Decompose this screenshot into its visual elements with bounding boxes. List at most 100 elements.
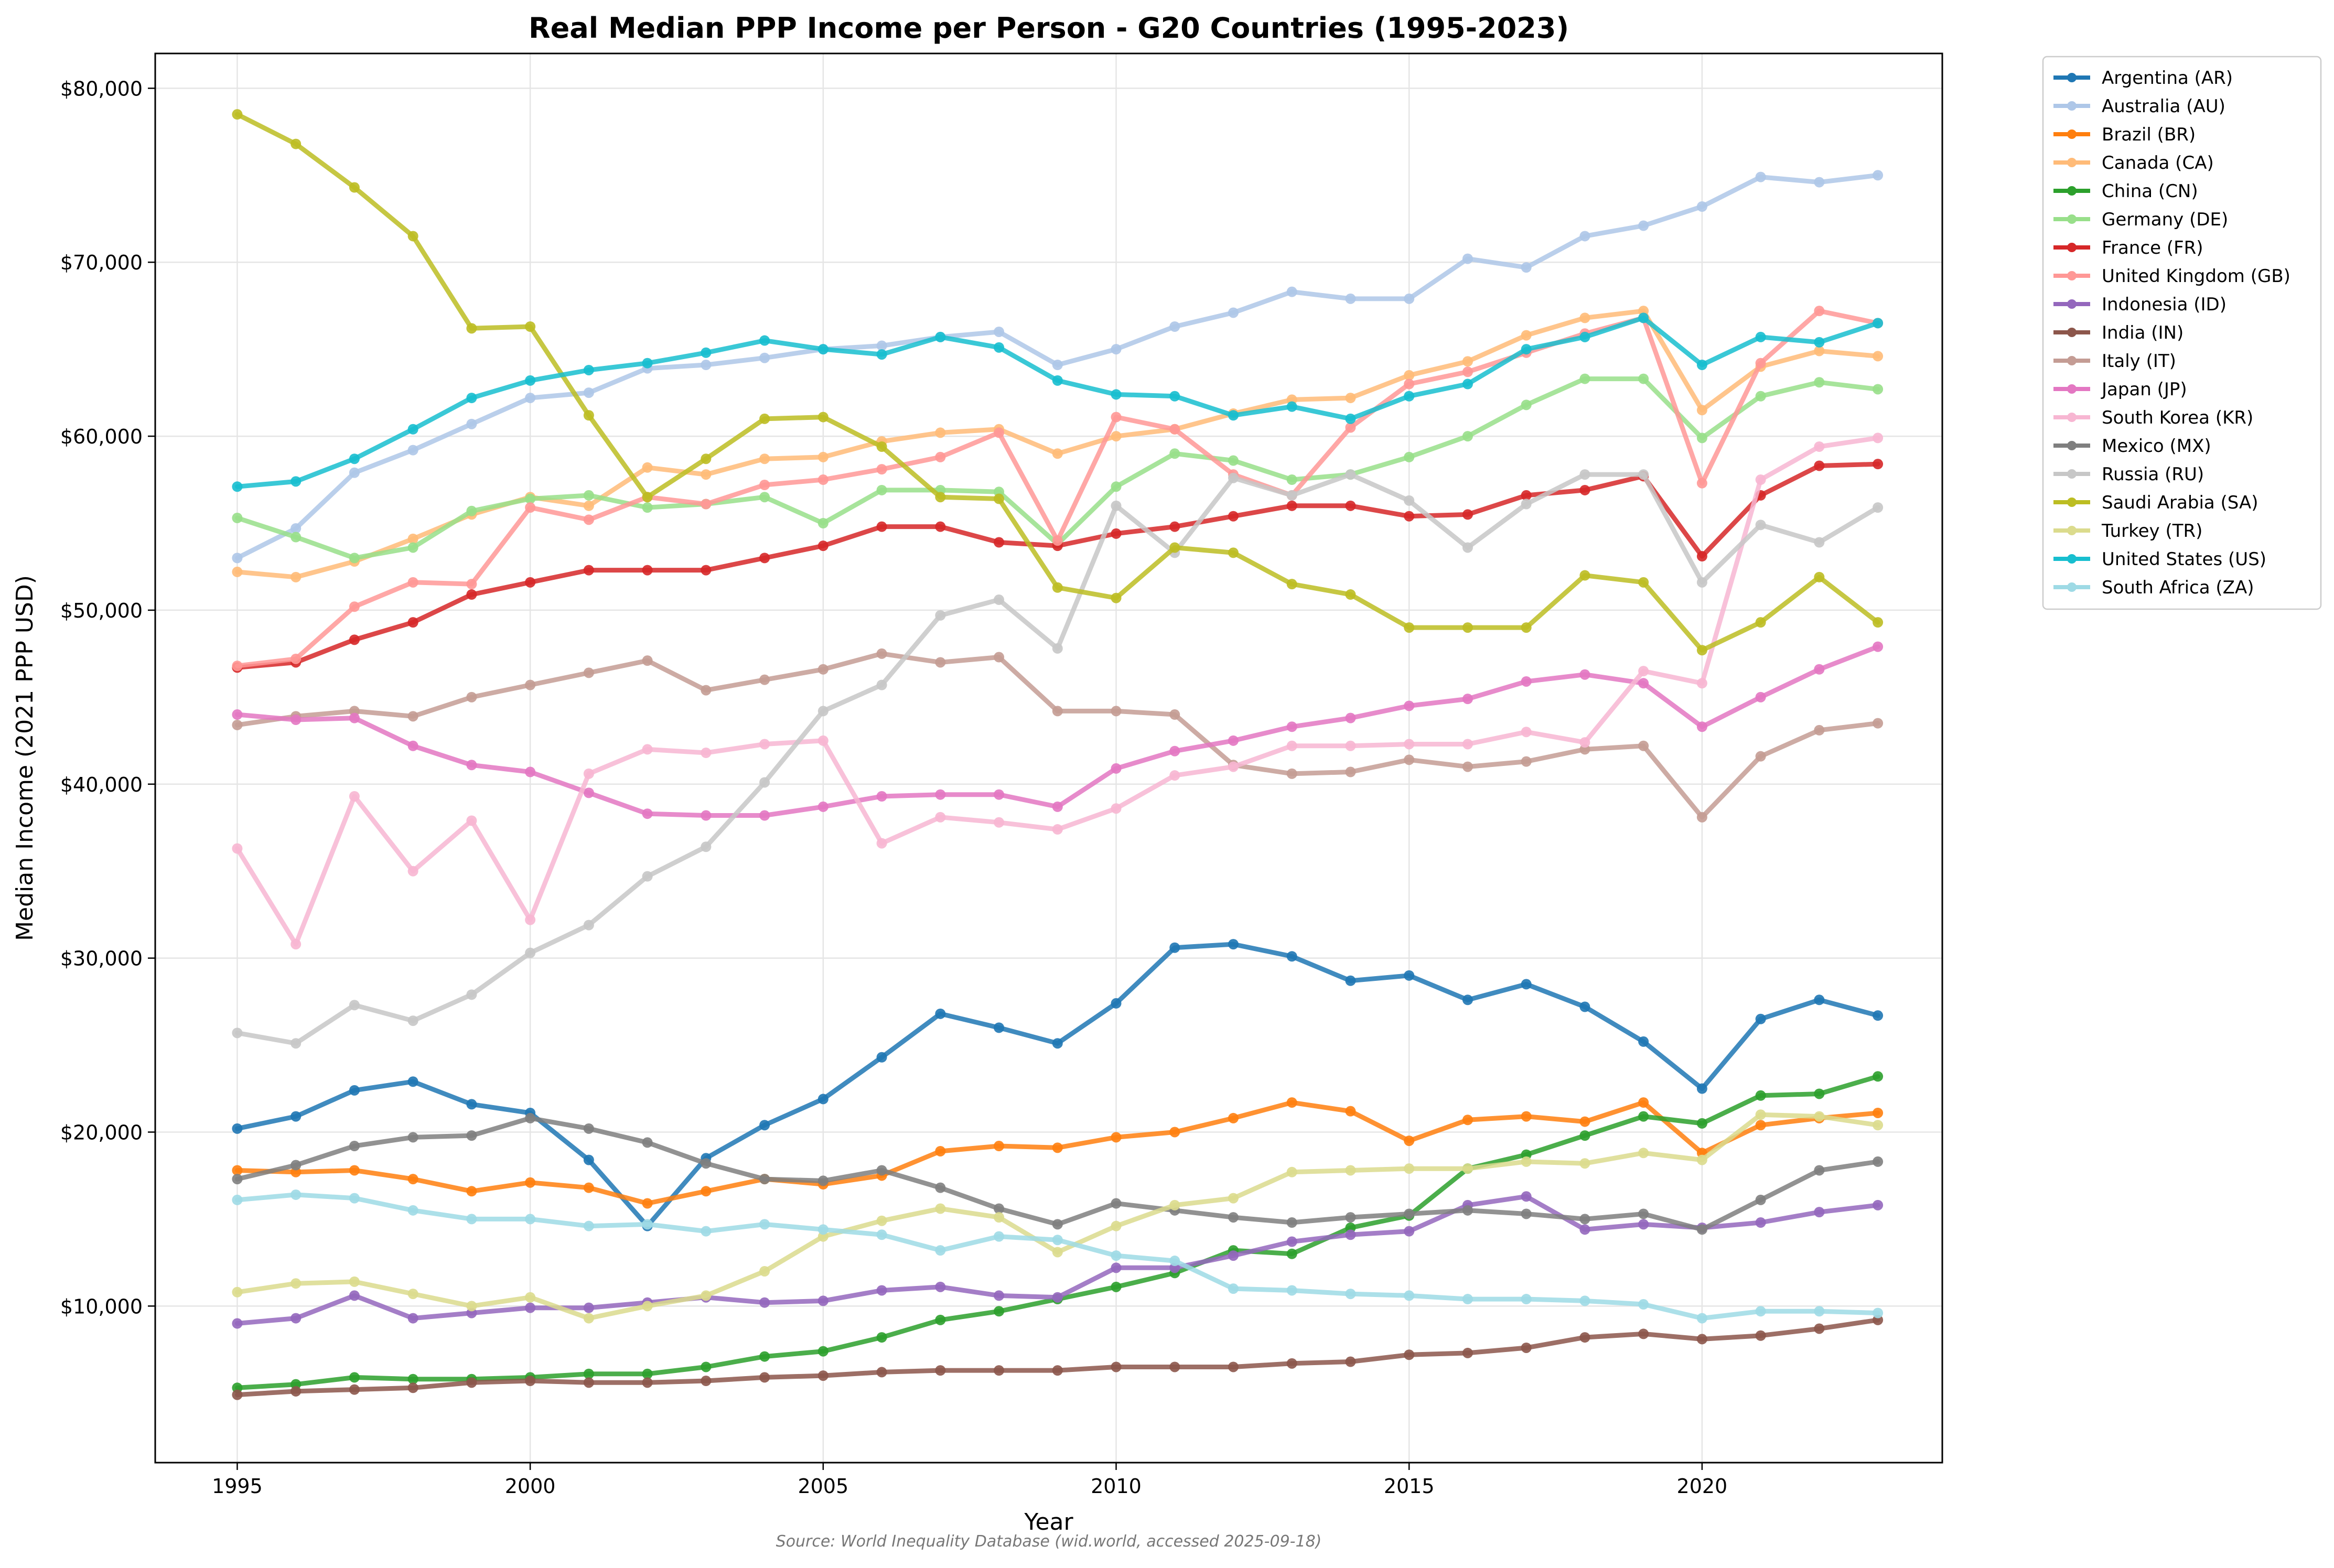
data-point — [407, 617, 418, 628]
data-point — [1521, 676, 1532, 687]
data-point — [1814, 345, 1825, 356]
data-point — [818, 1370, 829, 1381]
data-point — [1814, 724, 1825, 736]
data-point — [407, 533, 418, 544]
data-point — [466, 989, 477, 1000]
data-point — [1638, 1148, 1649, 1159]
data-point — [1404, 379, 1415, 390]
legend-swatch-marker — [2067, 582, 2077, 592]
data-point — [1521, 1191, 1532, 1202]
data-point — [1696, 1083, 1707, 1094]
data-point — [1462, 509, 1473, 520]
data-point — [1052, 582, 1063, 593]
data-point — [1521, 499, 1532, 510]
data-point — [232, 553, 243, 564]
data-point — [583, 787, 594, 798]
data-point — [1404, 970, 1415, 981]
data-point — [1052, 1292, 1063, 1303]
data-point — [1228, 735, 1239, 746]
legend-swatch-marker — [2067, 469, 2077, 479]
data-point — [1521, 979, 1532, 990]
data-point — [1873, 1199, 1884, 1210]
data-point — [1696, 721, 1707, 732]
data-point — [994, 652, 1005, 663]
data-point — [1462, 739, 1473, 750]
data-point — [407, 445, 418, 456]
data-point — [232, 566, 243, 577]
data-point — [232, 1389, 243, 1400]
data-point — [1696, 405, 1707, 416]
data-point — [759, 492, 770, 503]
data-point — [1052, 643, 1063, 654]
data-point — [759, 352, 770, 363]
series-group — [232, 469, 1884, 1049]
legend-label: Brazil (BR) — [2102, 124, 2196, 145]
data-point — [935, 610, 946, 621]
legend-label: Japan (JP) — [2101, 379, 2187, 400]
data-point — [701, 1226, 712, 1237]
data-point — [1286, 401, 1297, 412]
data-point — [232, 709, 243, 720]
data-point — [1521, 344, 1532, 355]
data-point — [232, 109, 243, 120]
data-point — [935, 1145, 946, 1156]
data-point — [759, 739, 770, 750]
data-point — [525, 1177, 536, 1188]
data-point — [1404, 391, 1415, 402]
data-point — [1755, 1090, 1766, 1101]
data-point — [1579, 312, 1590, 323]
data-point — [1345, 975, 1356, 986]
data-point — [349, 601, 360, 612]
data-point — [1579, 1214, 1590, 1225]
legend-swatch-marker — [2067, 384, 2077, 394]
data-point — [291, 714, 302, 725]
data-point — [1345, 1229, 1356, 1240]
data-point — [1169, 1127, 1180, 1138]
data-point — [1638, 1208, 1649, 1219]
data-point — [291, 1038, 302, 1049]
y-axis-label: Median Income (2021 PPP USD) — [12, 575, 38, 941]
data-point — [994, 1141, 1005, 1152]
series-group — [232, 432, 1884, 950]
legend-label: Italy (IT) — [2102, 351, 2176, 372]
legend-label: China (CN) — [2102, 181, 2198, 202]
legend-label: South Korea (KR) — [2102, 407, 2253, 428]
data-point — [1521, 490, 1532, 501]
data-point — [1814, 1323, 1825, 1334]
data-point — [466, 760, 477, 771]
data-point — [1111, 500, 1122, 511]
data-point — [1873, 1107, 1884, 1118]
data-point — [407, 711, 418, 722]
data-point — [291, 571, 302, 582]
data-point — [232, 1194, 243, 1205]
data-point — [1873, 459, 1884, 470]
data-point — [1755, 358, 1766, 369]
data-point — [525, 1214, 536, 1225]
data-point — [876, 1367, 887, 1378]
legend-swatch-marker — [2067, 73, 2077, 82]
legend-label: Indonesia (ID) — [2102, 294, 2227, 315]
data-point — [1873, 384, 1884, 395]
x-tick-label: 2020 — [1677, 1475, 1728, 1498]
data-point — [1873, 1156, 1884, 1167]
data-point — [876, 1052, 887, 1063]
data-point — [1404, 1163, 1415, 1174]
legend-swatch-marker — [2067, 356, 2077, 365]
data-point — [1052, 1235, 1063, 1246]
data-point — [994, 326, 1005, 337]
data-point — [1579, 331, 1590, 342]
data-point — [1345, 393, 1356, 404]
data-point — [407, 1374, 418, 1385]
data-point — [1169, 542, 1180, 553]
data-point — [701, 1376, 712, 1387]
data-point — [935, 1182, 946, 1193]
data-point — [1521, 1294, 1532, 1305]
data-point — [759, 1120, 770, 1131]
legend-swatch-marker — [2067, 413, 2077, 422]
data-point — [1814, 1088, 1825, 1099]
data-point — [466, 815, 477, 826]
data-point — [1755, 1330, 1766, 1341]
data-point — [583, 1182, 594, 1193]
data-point — [407, 1132, 418, 1143]
